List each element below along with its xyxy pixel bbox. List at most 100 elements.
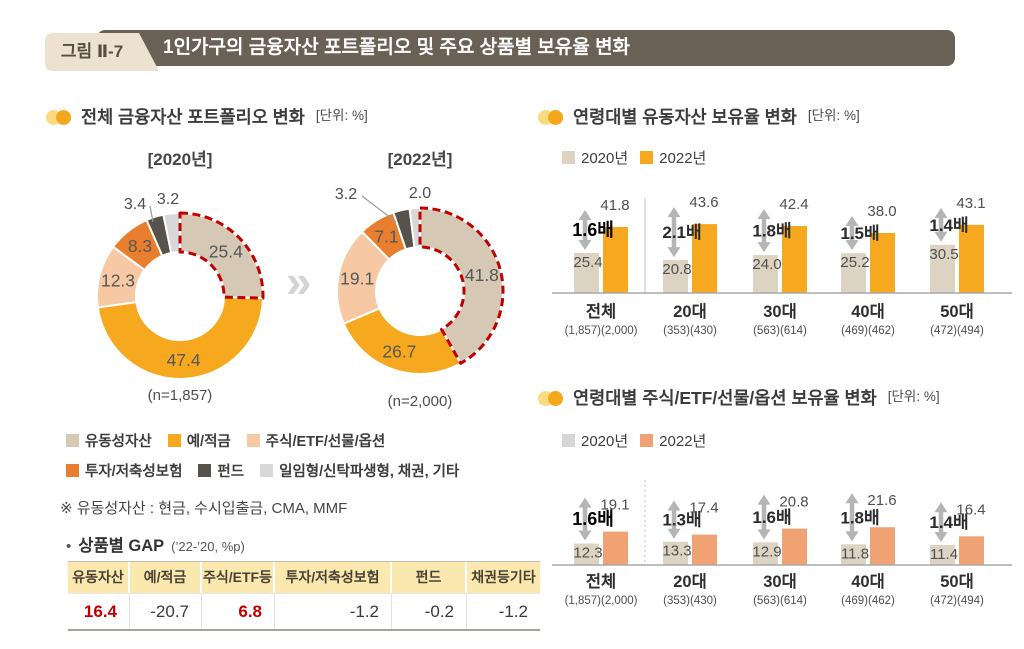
slice-value-label: 2.0 bbox=[409, 185, 431, 202]
legend-item: 2022년 bbox=[640, 147, 706, 168]
bar-2022-2 bbox=[782, 528, 807, 565]
updown-arrow-head-icon bbox=[667, 247, 681, 258]
stock-etf-bar-chart: 1.6배 12.3 19.1 전체 (1,857)(2,000) 1.3배 13.3 17.4… bbox=[550, 475, 1016, 622]
bar-2022-2 bbox=[782, 226, 807, 293]
bar-value-2020: 30.5 bbox=[929, 246, 958, 263]
gap-header-cell: 채권등기타 bbox=[467, 562, 540, 593]
updown-arrow-head-icon bbox=[757, 242, 771, 253]
legend-swatch-icon bbox=[66, 434, 79, 447]
legend-item: 2020년 bbox=[562, 147, 628, 168]
sample-size-label: (563)(614) bbox=[753, 325, 807, 337]
multiplier-label: 1.6배 bbox=[572, 509, 614, 529]
label-leader-line bbox=[361, 195, 397, 223]
bar-value-2022: 38.0 bbox=[867, 203, 896, 220]
legend-label: 주식/ETF/선물/옵션 bbox=[265, 434, 386, 450]
bar-value-2020: 11.4 bbox=[930, 546, 958, 563]
multiplier-label: 1.8배 bbox=[752, 222, 791, 241]
updown-arrow-head-icon bbox=[934, 231, 948, 242]
bar-value-2022: 42.4 bbox=[779, 196, 808, 213]
highlight-dashed-outline bbox=[178, 211, 265, 300]
section-bullet-icon bbox=[538, 109, 564, 125]
legend-item: 투자/저축성보험 bbox=[66, 460, 182, 481]
slice-value-label: 26.7 bbox=[382, 342, 416, 362]
updown-arrow-head-icon bbox=[578, 239, 592, 250]
bar-chart-svg: 1.6배 25.4 41.8 전체 (1,857)(2,000) 2.1배 20.8 43.6… bbox=[552, 194, 1012, 337]
legend-label: 2020년 bbox=[581, 150, 629, 167]
updown-arrow-head-icon bbox=[578, 530, 592, 541]
donut-svg: 25.4 47.4 12.3 8.3 3.4 3.2 bbox=[96, 191, 265, 380]
donut-slice-1 bbox=[96, 296, 264, 380]
bar-value-2022: 16.4 bbox=[956, 501, 985, 518]
bar-value-2020: 25.4 bbox=[573, 254, 602, 271]
gap-header-cell: 주식/ETF등 bbox=[202, 562, 275, 593]
sample-size-label: (1,857)(2,000) bbox=[565, 595, 638, 607]
category-label: 50대 bbox=[940, 572, 974, 591]
slice-value-label: 25.4 bbox=[209, 241, 243, 261]
bar-value-2020: 24.0 bbox=[752, 256, 781, 273]
gap-value-cell: 6.8 bbox=[202, 593, 275, 629]
category-label: 30대 bbox=[763, 572, 797, 591]
bar-value-2022: 19.1 bbox=[600, 497, 629, 514]
legend-swatch-icon bbox=[640, 151, 654, 164]
gap-value-cell: 16.4 bbox=[68, 593, 130, 629]
bar-value-2020: 12.9 bbox=[752, 543, 781, 560]
donut-year-header-2020: [2020년] bbox=[147, 150, 213, 169]
liquid-section-title: 연령대별 유동자산 보유율 변화 [단위: %] bbox=[538, 104, 860, 129]
multiplier-label: 2.1배 bbox=[662, 223, 701, 242]
legend-swatch-icon bbox=[198, 464, 212, 477]
updown-arrow-head-icon bbox=[667, 500, 681, 511]
gap-header-cell: 펀드 bbox=[392, 562, 467, 593]
bar-2022-4 bbox=[959, 224, 984, 293]
slice-value-label: 3.2 bbox=[335, 186, 357, 203]
gap-value-cell: -20.7 bbox=[130, 593, 202, 629]
gap-value-cell: -1.2 bbox=[467, 593, 540, 629]
figure-label-badge: 그림 Ⅱ-7 bbox=[45, 33, 159, 71]
gap-value-cell: -0.2 bbox=[392, 593, 467, 629]
stock-unit-label: [단위: %] bbox=[887, 388, 940, 404]
gap-title-text: 상품별 GAP bbox=[78, 537, 165, 555]
legend-label: 투자/저축성보험 bbox=[85, 464, 183, 480]
gap-header-cell: 투자/저축성보험 bbox=[275, 562, 392, 593]
liquid-unit-label: [단위: %] bbox=[807, 107, 860, 123]
bar-2020-2 bbox=[753, 542, 778, 565]
multiplier-label: 1.5배 bbox=[840, 224, 879, 243]
multiplier-label: 1.8배 bbox=[840, 508, 879, 527]
updown-arrow-head-icon bbox=[757, 209, 771, 220]
updown-arrow-head-icon bbox=[757, 529, 771, 540]
between-years-chevron-icon: » bbox=[286, 255, 312, 307]
bar-2022-3 bbox=[870, 233, 895, 293]
legend-swatch-icon bbox=[66, 464, 79, 477]
updown-arrow-head-icon bbox=[578, 497, 592, 508]
legend-label: 예/적금 bbox=[186, 434, 231, 450]
category-label: 50대 bbox=[940, 302, 974, 321]
gap-value-row: 16.4 -20.7 6.8 -1.2 -0.2 -1.2 bbox=[68, 593, 540, 629]
slice-value-label: 47.4 bbox=[167, 350, 201, 370]
category-label: 40대 bbox=[851, 302, 885, 321]
multiplier-label: 1.6배 bbox=[752, 508, 791, 527]
bar-2022-0 bbox=[603, 531, 628, 565]
bar-2022-1 bbox=[692, 534, 717, 565]
legend-label: 펀드 bbox=[217, 464, 245, 480]
slice-value-label: 41.8 bbox=[465, 265, 499, 285]
liquid-section-title-text: 연령대별 유동자산 보유율 변화 bbox=[573, 107, 797, 127]
gap-header-cell: 유동자산 bbox=[68, 562, 130, 593]
gap-table-title: • 상품별 GAP (’22-’20, %p) bbox=[66, 532, 245, 556]
category-label: 20대 bbox=[673, 572, 707, 591]
liquid-assets-bar-chart: 1.6배 25.4 41.8 전체 (1,857)(2,000) 2.1배 20.8 43.6… bbox=[550, 190, 1016, 351]
bar-value-2020: 11.8 bbox=[841, 545, 869, 562]
gap-header-cell: 예/적금 bbox=[130, 562, 202, 593]
legend-swatch-icon bbox=[562, 434, 575, 447]
gap-subtitle: (’22-’20, %p) bbox=[171, 539, 245, 554]
legend-swatch-icon bbox=[167, 434, 181, 447]
bar-value-2022: 20.8 bbox=[779, 494, 808, 511]
legend-swatch-icon bbox=[640, 434, 654, 447]
legend-label: 2022년 bbox=[659, 150, 707, 167]
bar-2020-0 bbox=[574, 252, 599, 293]
updown-arrow-head-icon bbox=[845, 240, 859, 251]
donut-slice-1 bbox=[342, 307, 462, 375]
updown-arrow-head-icon bbox=[845, 215, 859, 226]
bar-value-2020: 20.8 bbox=[662, 261, 691, 278]
multiplier-label: 1.4배 bbox=[929, 513, 968, 532]
updown-arrow-head-icon bbox=[934, 207, 948, 218]
bar-2020-1 bbox=[663, 260, 688, 293]
